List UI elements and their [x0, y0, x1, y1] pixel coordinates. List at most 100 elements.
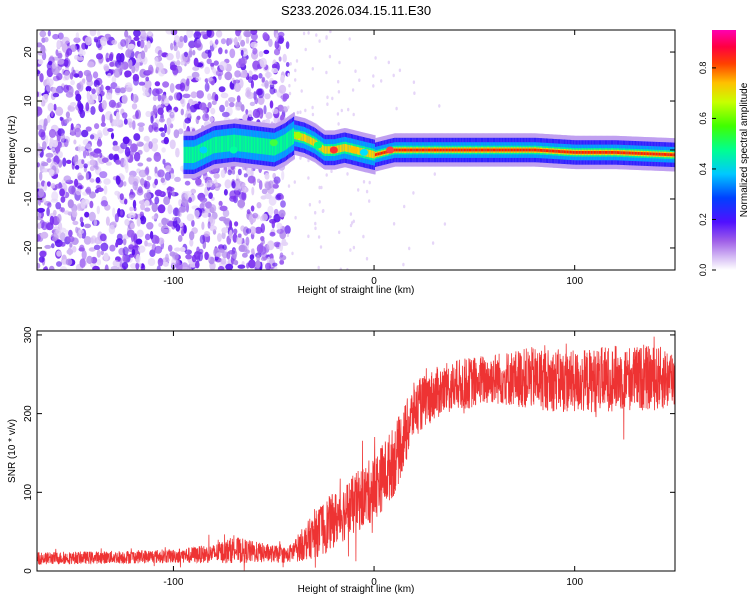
spectrogram-noise-cell [183, 224, 187, 234]
spectrogram-ridge-cell [463, 148, 466, 152]
spectrogram-ridge-cell [544, 149, 547, 152]
spectrogram-noise-cell [140, 203, 146, 211]
spectrogram-noise-cell [166, 53, 174, 61]
spectrogram-noise-cell [122, 246, 129, 256]
spectrogram-noise-cell [189, 238, 194, 247]
spectrogram-noise-cell [245, 228, 252, 234]
spectrogram-noise-cell [146, 157, 152, 162]
spectrogram-noise-cell [277, 31, 285, 38]
spectrogram-noise-cell [199, 31, 207, 36]
spectrogram-ridge-cell [401, 148, 404, 152]
spectrogram-noise-cell [124, 30, 129, 38]
spectrogram-noise-cell [264, 172, 270, 180]
spectrogram-ridge-cell [596, 151, 599, 154]
spectrogram-ridge-cell [658, 152, 661, 156]
spectrogram-noise-cell [220, 258, 227, 265]
spectrogram-ridge-cell [556, 149, 559, 153]
spectrogram-ridge-cell [536, 148, 539, 152]
spectrogram-ridge-cell [189, 146, 192, 163]
spectrogram-ridge-cell [494, 148, 496, 152]
spectrogram-noise-cell [37, 91, 40, 98]
spectrogram-ridge-cell [531, 148, 534, 152]
spectrogram-noise-cell [216, 252, 222, 258]
spectrogram-noise-cell [272, 183, 279, 189]
spectrogram-ridge-cell [324, 146, 327, 154]
spectrogram-faint-cell [339, 267, 342, 270]
spectrogram-noise-cell [207, 221, 211, 229]
spectrogram-ridge-cell [339, 144, 342, 153]
spectrogram-ridge-cell [216, 136, 218, 153]
spectrogram-noise-cell [57, 32, 64, 40]
spectrogram-noise-cell [52, 33, 60, 40]
spectrogram-noise-cell [175, 223, 181, 232]
spectrogram-noise-cell [220, 169, 226, 179]
spectrogram-noise-cell [163, 97, 169, 107]
spectrogram-ylabel: Frequency (Hz) [7, 116, 18, 185]
spectrogram-ridge-cell [615, 151, 618, 154]
spectrogram-ridge-cell [654, 152, 656, 156]
spectrogram-faint-cell [346, 172, 349, 176]
spectrogram-noise-cell [272, 262, 278, 267]
spectrogram-noise-cell [264, 181, 272, 191]
spectrogram-noise-cell [114, 190, 120, 196]
spectrogram-ridge-cell [242, 135, 245, 152]
spectrogram-ridge-cell [613, 151, 616, 154]
spectrogram-noise-cell [128, 175, 135, 185]
spectrogram-faint-cell [403, 204, 406, 209]
spectrogram-ridge-cell [484, 148, 487, 152]
spectrogram-ridge-cell [229, 135, 232, 152]
spectrogram-ridge-cell [486, 148, 489, 152]
spectrogram-noise-cell [166, 125, 171, 135]
spectrogram-ridge-cell [602, 151, 605, 154]
spectrogram-noise-cell [46, 181, 51, 187]
spectrogram-noise-cell [86, 150, 90, 157]
spectrogram-ridge-cell [639, 152, 642, 155]
spectrogram-ridge-cell [423, 148, 425, 152]
spectrogram-noise-cell [178, 206, 187, 213]
spectrogram-ridge-cell [193, 146, 195, 163]
spectrogram-noise-cell [56, 250, 62, 257]
spectrogram-ridge-cell [279, 136, 282, 153]
spectrogram-noise-cell [112, 145, 120, 152]
spectrogram-faint-cell [311, 112, 315, 117]
spectrogram-noise-cell [60, 241, 66, 247]
spectrogram-noise-cell [47, 202, 52, 208]
spectrogram-noise-cell [271, 63, 278, 70]
spectrogram-noise-cell [273, 176, 281, 184]
spectrogram-faint-cell [398, 68, 402, 73]
spectrogram-noise-cell [65, 111, 70, 119]
spectrogram-noise-cell [43, 122, 47, 132]
spectrogram-faint-cell [349, 212, 353, 216]
spectrogram-noise-cell [48, 141, 53, 149]
spectrogram-noise-cell [151, 215, 158, 220]
spectrogram-noise-cell [174, 247, 181, 252]
spectrogram-ridge-cell [628, 151, 631, 155]
spectrogram-noise-cell [285, 41, 290, 49]
spectrogram-noise-cell [252, 47, 258, 55]
spectrogram-noise-cell [132, 93, 139, 104]
spectrogram-ridge-cell [307, 135, 310, 144]
spectrogram-ridge-cell [313, 138, 316, 147]
spectrogram-noise-cell [101, 114, 106, 124]
spectrogram-noise-cell [88, 247, 96, 252]
spectrogram-noise-cell [154, 235, 160, 244]
spectrogram-ridge-cell [341, 144, 344, 152]
spectrogram-noise-cell [68, 185, 76, 195]
spectrogram-ridge-cell [633, 151, 636, 155]
spectrogram-noise-cell [227, 38, 233, 45]
spectrogram-noise-cell [246, 91, 255, 100]
spectrogram-noise-cell [100, 122, 106, 127]
spectrogram-ridge-cell [451, 148, 454, 152]
spectrogram-noise-cell [133, 36, 140, 41]
spectrogram-ridge-cell [402, 148, 405, 152]
spectrogram-ridge-cell [542, 149, 545, 152]
spectrogram-noise-cell [138, 263, 142, 268]
spectrogram-noise-cell [146, 175, 152, 181]
spectrogram-noise-cell [242, 252, 248, 258]
spectrogram-noise-cell [38, 212, 42, 219]
snr-ytick-label: 100 [23, 484, 34, 501]
spectrogram-noise-cell [37, 106, 43, 116]
snr-axes: -100 0 100 0 100 200 300 [23, 326, 675, 588]
spectrogram-ridge-cell [471, 148, 474, 152]
